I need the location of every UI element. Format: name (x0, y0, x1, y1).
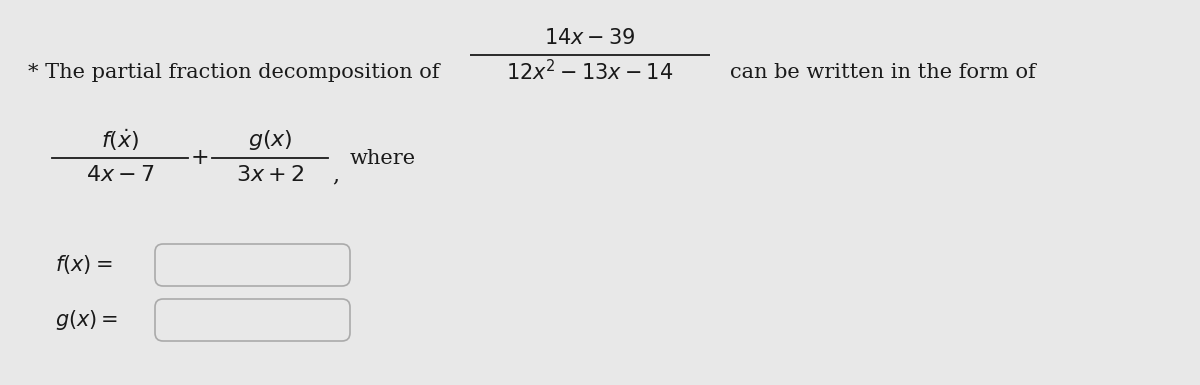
Text: $4x - 7$: $4x - 7$ (85, 164, 155, 186)
Text: $f(\dot{x})$: $f(\dot{x})$ (101, 127, 139, 153)
Text: +: + (191, 147, 209, 169)
Text: $14x - 39$: $14x - 39$ (544, 28, 636, 48)
Text: $f(x) =$: $f(x) =$ (55, 253, 113, 276)
Text: ,: , (332, 164, 340, 186)
Text: $g(x)$: $g(x)$ (247, 128, 293, 152)
FancyBboxPatch shape (155, 244, 350, 286)
FancyBboxPatch shape (155, 299, 350, 341)
Text: can be written in the form of: can be written in the form of (730, 62, 1036, 82)
Text: $g(x) =$: $g(x) =$ (55, 308, 119, 332)
Text: $12x^2 - 13x - 14$: $12x^2 - 13x - 14$ (506, 59, 673, 85)
Text: where: where (350, 149, 416, 167)
Text: $3x + 2$: $3x + 2$ (235, 164, 305, 186)
Text: * The partial fraction decomposition of: * The partial fraction decomposition of (28, 62, 439, 82)
